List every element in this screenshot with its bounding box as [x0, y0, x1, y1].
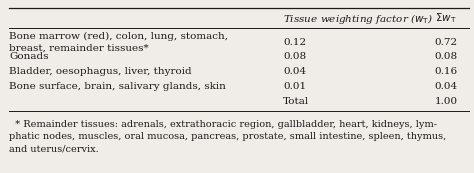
- Text: and uterus/cervix.: and uterus/cervix.: [9, 145, 99, 154]
- Text: Gonads: Gonads: [9, 52, 49, 61]
- Text: 0.04: 0.04: [283, 67, 306, 76]
- Text: 0.08: 0.08: [283, 52, 306, 61]
- Text: Bone marrow (red), colon, lung, stomach,
breast, remainder tissues*: Bone marrow (red), colon, lung, stomach,…: [9, 31, 228, 52]
- Text: $\Sigma w_\mathrm{T}$: $\Sigma w_\mathrm{T}$: [435, 12, 456, 25]
- Text: 0.04: 0.04: [435, 82, 458, 91]
- Text: 1.00: 1.00: [435, 97, 458, 106]
- Text: phatic nodes, muscles, oral mucosa, pancreas, prostate, small intestine, spleen,: phatic nodes, muscles, oral mucosa, panc…: [9, 132, 447, 141]
- Text: Bladder, oesophagus, liver, thyroid: Bladder, oesophagus, liver, thyroid: [9, 67, 192, 76]
- Text: 0.12: 0.12: [283, 38, 306, 47]
- Text: * Remainder tissues: adrenals, extrathoracic region, gallbladder, heart, kidneys: * Remainder tissues: adrenals, extrathor…: [9, 120, 438, 129]
- Text: 0.72: 0.72: [435, 38, 458, 47]
- Text: 0.01: 0.01: [283, 82, 306, 91]
- Text: 0.08: 0.08: [435, 52, 458, 61]
- Text: 0.16: 0.16: [435, 67, 458, 76]
- Text: Tissue weighting factor ($w_\mathrm{T}$): Tissue weighting factor ($w_\mathrm{T}$): [283, 12, 433, 26]
- Text: Bone surface, brain, salivary glands, skin: Bone surface, brain, salivary glands, sk…: [9, 82, 227, 91]
- Text: Total: Total: [283, 97, 310, 106]
